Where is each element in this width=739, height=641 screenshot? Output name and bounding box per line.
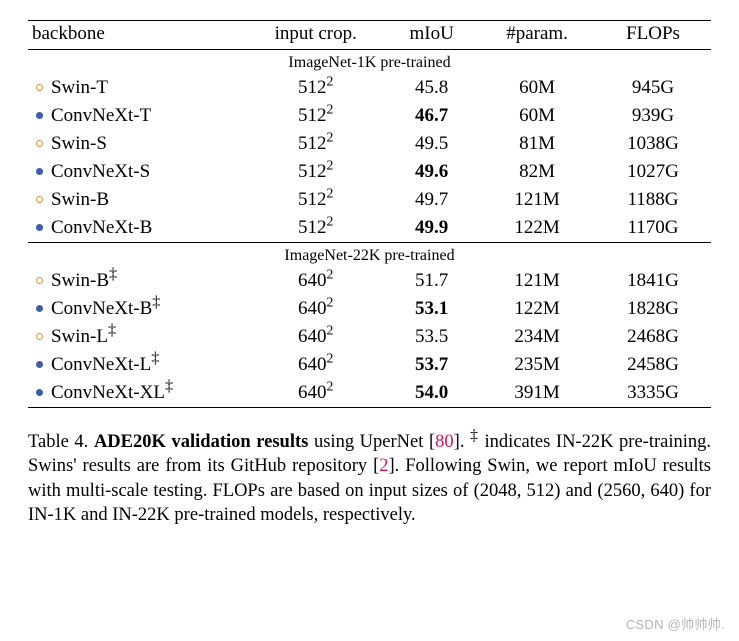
table-row: ConvNeXt-B512249.9122M1170G <box>28 214 711 243</box>
param-value: 235M <box>479 351 595 379</box>
backbone-name: Swin-T <box>47 74 247 102</box>
caption-text: ]. <box>454 432 470 452</box>
hollow-circle-icon <box>36 84 43 91</box>
param-value: 82M <box>479 158 595 186</box>
col-input-crop: input crop. <box>247 21 384 50</box>
filled-circle-icon <box>36 305 43 312</box>
hollow-circle-icon <box>36 196 43 203</box>
backbone-name: ConvNeXt-B‡ <box>47 295 247 323</box>
ref-link: 80 <box>435 432 454 452</box>
input-crop: 5122 <box>247 214 384 243</box>
col-flops: FLOPs <box>595 21 711 50</box>
section-title: ImageNet-22K pre-trained <box>284 247 454 265</box>
flops-value: 1038G <box>595 130 711 158</box>
miou-value: 54.0 <box>384 379 479 408</box>
table-row: ConvNeXt-T512246.760M939G <box>28 102 711 130</box>
param-value: 234M <box>479 323 595 351</box>
caption-title: ADE20K validation results <box>94 432 308 452</box>
filled-circle-icon <box>36 168 43 175</box>
table-row: Swin-B512249.7121M1188G <box>28 186 711 214</box>
table-row: ConvNeXt-L‡640253.7235M2458G <box>28 351 711 379</box>
input-crop: 5122 <box>247 130 384 158</box>
watermark: CSDN @帅帅帅. <box>626 614 725 633</box>
table-row: Swin-S512249.581M1038G <box>28 130 711 158</box>
filled-circle-icon <box>36 112 43 119</box>
input-crop: 6402 <box>247 379 384 408</box>
flops-value: 1027G <box>595 158 711 186</box>
backbone-name: Swin-B‡ <box>47 267 247 295</box>
flops-value: 1188G <box>595 186 711 214</box>
flops-value: 945G <box>595 74 711 102</box>
hollow-circle-icon <box>36 333 43 340</box>
results-table: backbone input crop. mIoU #param. FLOPs … <box>28 20 711 408</box>
param-value: 122M <box>479 214 595 243</box>
backbone-name: Swin-B <box>47 186 247 214</box>
param-value: 60M <box>479 102 595 130</box>
filled-circle-icon <box>36 389 43 396</box>
hollow-circle-icon <box>36 140 43 147</box>
param-value: 121M <box>479 186 595 214</box>
input-crop: 5122 <box>247 102 384 130</box>
table-row: Swin-L‡640253.5234M2468G <box>28 323 711 351</box>
miou-value: 53.1 <box>384 295 479 323</box>
miou-value: 49.5 <box>384 130 479 158</box>
miou-value: 49.6 <box>384 158 479 186</box>
flops-value: 1841G <box>595 267 711 295</box>
section-title: ImageNet-1K pre-trained <box>288 54 450 72</box>
table-row: Swin-T512245.860M945G <box>28 74 711 102</box>
table-row: ConvNeXt-B‡640253.1122M1828G <box>28 295 711 323</box>
input-crop: 5122 <box>247 186 384 214</box>
miou-value: 53.5 <box>384 323 479 351</box>
dagger-icon: ‡ <box>108 322 116 339</box>
flops-value: 3335G <box>595 379 711 408</box>
flops-value: 2468G <box>595 323 711 351</box>
param-value: 81M <box>479 130 595 158</box>
param-value: 121M <box>479 267 595 295</box>
table-caption: Table 4. ADE20K validation results using… <box>28 430 711 528</box>
backbone-name: ConvNeXt-L‡ <box>47 351 247 379</box>
dagger-icon: ‡ <box>152 294 160 311</box>
miou-value: 49.9 <box>384 214 479 243</box>
flops-value: 1170G <box>595 214 711 243</box>
input-crop: 6402 <box>247 267 384 295</box>
input-crop: 5122 <box>247 74 384 102</box>
dagger-icon: ‡ <box>151 350 159 367</box>
table-row: Swin-B‡640251.7121M1841G <box>28 267 711 295</box>
param-value: 60M <box>479 74 595 102</box>
param-value: 122M <box>479 295 595 323</box>
flops-value: 1828G <box>595 295 711 323</box>
filled-circle-icon <box>36 361 43 368</box>
input-crop: 6402 <box>247 351 384 379</box>
miou-value: 51.7 <box>384 267 479 295</box>
input-crop: 5122 <box>247 158 384 186</box>
backbone-name: ConvNeXt-B <box>47 214 247 243</box>
col-miou: mIoU <box>384 21 479 50</box>
input-crop: 6402 <box>247 295 384 323</box>
table-row: ConvNeXt-S512249.682M1027G <box>28 158 711 186</box>
miou-value: 53.7 <box>384 351 479 379</box>
ref-link: 2 <box>379 456 388 476</box>
miou-value: 46.7 <box>384 102 479 130</box>
backbone-name: ConvNeXt-XL‡ <box>47 379 247 408</box>
flops-value: 939G <box>595 102 711 130</box>
table-row: ConvNeXt-XL‡640254.0391M3335G <box>28 379 711 408</box>
backbone-name: Swin-L‡ <box>47 323 247 351</box>
flops-value: 2458G <box>595 351 711 379</box>
caption-text: using UperNet [ <box>308 432 435 452</box>
dagger-symbol: ‡ <box>470 427 479 444</box>
backbone-name: ConvNeXt-S <box>47 158 247 186</box>
param-value: 391M <box>479 379 595 408</box>
input-crop: 6402 <box>247 323 384 351</box>
miou-value: 45.8 <box>384 74 479 102</box>
backbone-name: Swin-S <box>47 130 247 158</box>
backbone-name: ConvNeXt-T <box>47 102 247 130</box>
dagger-icon: ‡ <box>109 266 117 283</box>
dagger-icon: ‡ <box>165 378 173 395</box>
filled-circle-icon <box>36 224 43 231</box>
hollow-circle-icon <box>36 277 43 284</box>
col-param: #param. <box>479 21 595 50</box>
col-backbone: backbone <box>28 21 247 50</box>
caption-label: Table 4. <box>28 432 88 452</box>
miou-value: 49.7 <box>384 186 479 214</box>
